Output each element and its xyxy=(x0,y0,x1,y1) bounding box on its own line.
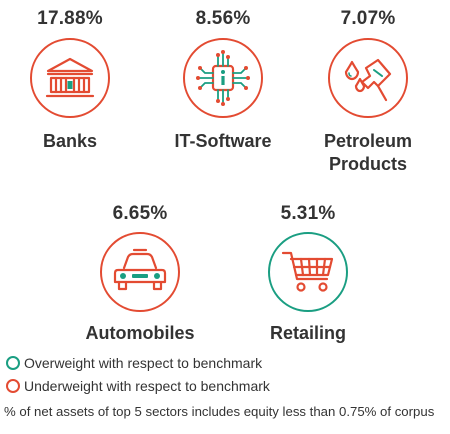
sector-name-line1: Petroleum xyxy=(323,131,413,151)
legend-underweight: Underweight with respect to benchmark xyxy=(6,378,270,394)
bank-icon xyxy=(45,57,95,98)
fuel-nozzle-icon xyxy=(344,58,392,102)
sector-automobiles: 6.65% Automobiles xyxy=(80,200,200,350)
underweight-indicator-circle xyxy=(183,38,263,118)
underweight-indicator-circle xyxy=(30,38,110,118)
sector-name: Retailing xyxy=(269,323,346,343)
car-icon xyxy=(113,248,167,291)
overweight-indicator-circle xyxy=(268,232,348,312)
sector-it-software: 8.56% xyxy=(163,0,283,160)
sector-percent: 7.07% xyxy=(340,8,396,29)
underweight-legend-icon xyxy=(6,379,20,393)
sector-percent: 17.88% xyxy=(37,8,103,29)
sector-percent: 6.65% xyxy=(112,203,168,224)
legend-underweight-label: Underweight with respect to benchmark xyxy=(24,378,270,394)
circuit-chip-icon xyxy=(196,50,250,106)
sector-name: IT-Software xyxy=(174,131,272,151)
legend-overweight: Overweight with respect to benchmark xyxy=(6,355,262,371)
legend-overweight-label: Overweight with respect to benchmark xyxy=(24,355,263,371)
underweight-indicator-circle xyxy=(100,232,180,312)
sector-name: Automobiles xyxy=(85,323,195,343)
sector-banks: 17.88% Banks xyxy=(20,0,120,160)
overweight-legend-icon xyxy=(6,356,20,370)
sector-petroleum-products: 7.07% Petroleum Products xyxy=(308,0,428,180)
footnote: % of net assets of top 5 sectors include… xyxy=(4,404,435,419)
sector-percent: 5.31% xyxy=(280,203,336,224)
underweight-indicator-circle xyxy=(328,38,408,118)
sector-name-line2: Products xyxy=(328,154,407,174)
shopping-cart-icon xyxy=(281,251,334,292)
sector-retailing: 5.31% Retailing xyxy=(248,200,368,350)
sector-percent: 8.56% xyxy=(195,8,251,29)
sector-name: Banks xyxy=(42,131,98,151)
